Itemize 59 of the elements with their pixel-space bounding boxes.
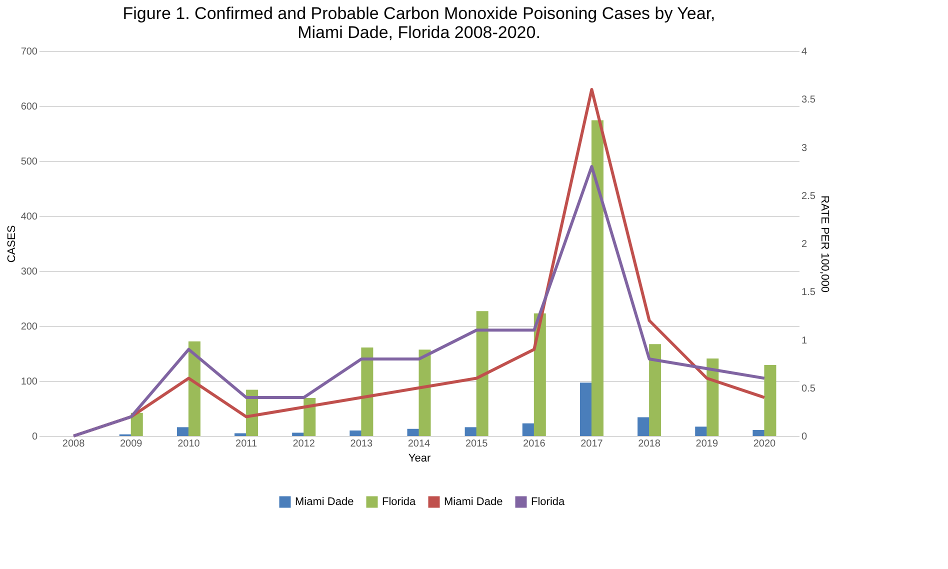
x-tick-label: 2016 [523,438,546,450]
x-tick-label: 2019 [696,438,718,450]
bar [649,344,662,436]
bar [752,430,765,436]
x-tick-label: 2020 [753,438,776,450]
bar [304,398,316,436]
bar [292,432,304,436]
bar [418,350,431,436]
bar [706,358,719,436]
y2-tick-label: 0 [802,432,808,442]
x-axis-title: Year [408,452,431,464]
bar [350,430,362,436]
x-tick-label: 2008 [62,438,86,450]
bar [188,341,200,436]
bar [476,311,488,436]
y-axis-title: CASES [6,225,18,263]
x-tick-label: 2011 [236,438,258,450]
bar [176,427,189,436]
y2-tick-label: 2.5 [802,190,816,202]
y-tick-label: 700 [20,46,38,58]
y-tick-label: 500 [20,156,38,168]
x-tick-label: 2018 [638,438,661,450]
y-tick-label: 300 [20,266,38,278]
y2-tick-label: 2 [802,239,808,250]
y2-tick-label: 1 [802,335,808,346]
bar [361,347,374,436]
line-series [72,165,766,438]
legend-label: Florida [531,496,566,508]
y-tick-label: 0 [32,432,38,442]
bar [522,423,534,436]
y-tick-label: 200 [20,322,38,332]
y-tick-label: 600 [20,102,38,112]
x-tick-label: 2012 [292,438,316,450]
x-tick-label: 2017 [580,438,604,450]
bar [580,382,592,436]
y2-tick-label: 4 [802,46,808,58]
x-tick-label: 2010 [178,438,200,450]
y2-tick-label: 3.5 [802,94,816,106]
x-tick-label: 2013 [350,438,373,450]
y-tick-label: 100 [20,376,38,388]
y2-tick-label: 0.5 [802,383,816,394]
y2-tick-label: 1.5 [802,287,816,298]
bar [407,428,420,436]
bar [638,417,650,436]
chart-title: Figure 1. Confirmed and Probable Carbon Monoxide Poisoning Cases by Year, Miami Dade, Florida 2008-2020. [122,4,716,42]
legend-label: Miami Dade [295,496,354,508]
y2-tick-label: 3 [802,142,808,154]
x-tick-label: 2014 [408,438,431,450]
bar [591,120,604,436]
x-tick-label: 2015 [465,438,488,450]
bar [464,427,477,436]
bar [695,426,708,436]
y2-axis-title: RATE PER 100,000 [818,195,830,293]
bar [130,412,143,436]
legend-label: Miami Dade [444,496,503,508]
x-tick-label: 2009 [120,438,143,450]
y-tick-label: 400 [20,212,38,222]
bar [764,365,776,436]
legend-label: Florida [382,496,417,508]
